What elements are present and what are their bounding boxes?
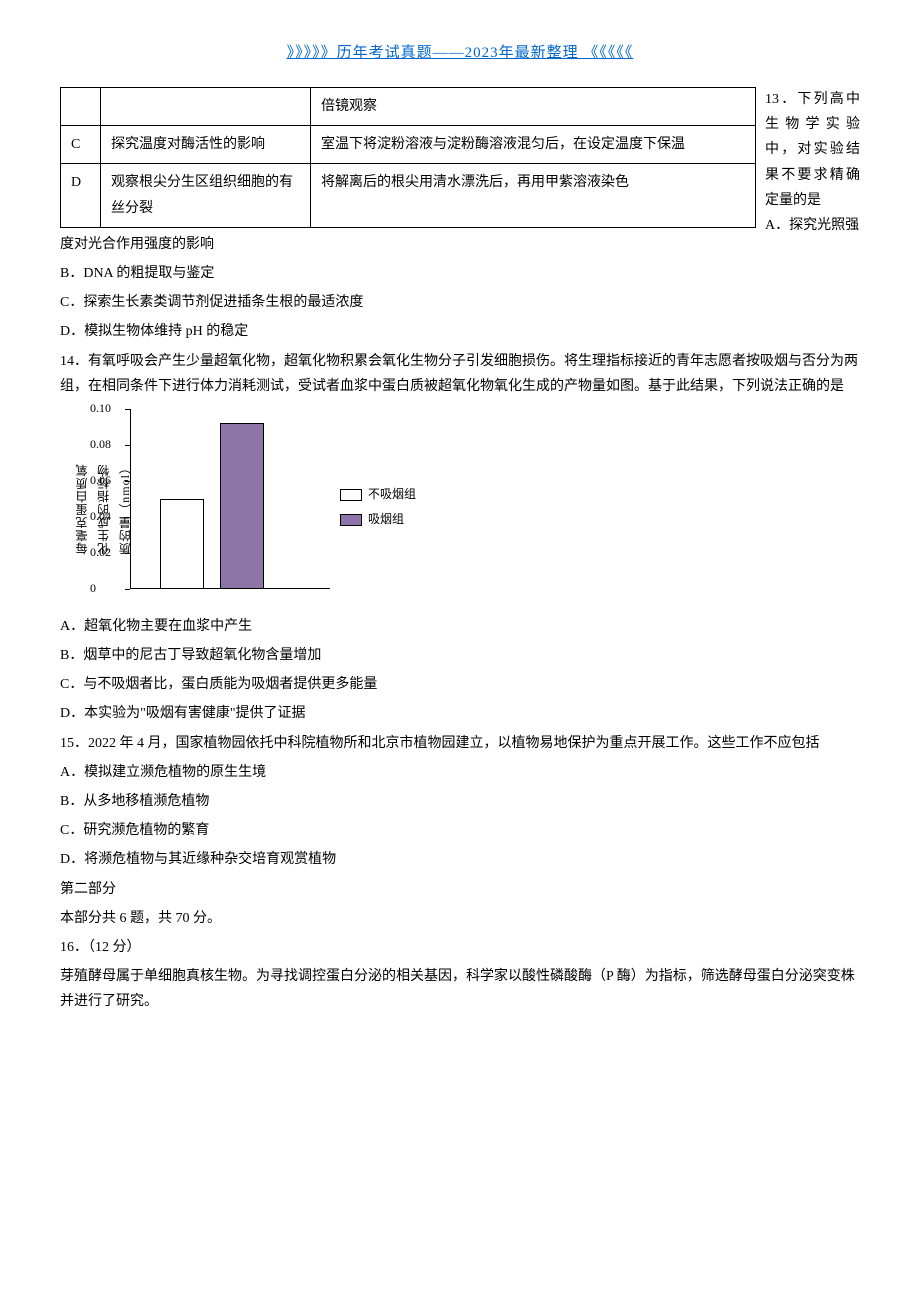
part2-intro: 本部分共 6 题，共 70 分。 <box>60 906 860 931</box>
part2-title: 第二部分 <box>60 877 860 902</box>
q14-stem: 14．有氧呼吸会产生少量超氧化物，超氧化物积累会氧化生物分子引发细胞损伤。将生理… <box>60 349 860 399</box>
tick-mark <box>125 409 130 410</box>
body-content: 度对光合作用强度的影响 B．DNA 的粗提取与鉴定 C．探索生长素类调节剂促进插… <box>60 232 860 1015</box>
q15-optD: D．将濒危植物与其近缘种杂交培育观赏植物 <box>60 847 860 872</box>
chart-bar <box>220 423 264 589</box>
tick-mark <box>125 517 130 518</box>
tick-mark <box>125 553 130 554</box>
bar-chart: 每毫克蛋白质氧化生成的指标物质的量（nmol） 0.100.080.060.04… <box>80 409 420 604</box>
cell-label: D <box>61 164 101 227</box>
y-tick-label: 0.04 <box>90 506 111 528</box>
y-tick-label: 0.02 <box>90 542 111 564</box>
cell-label: C <box>61 126 101 164</box>
y-axis <box>130 409 131 589</box>
exam-table: 倍镜观察 C 探究温度对酶活性的影响 室温下将淀粉溶液与淀粉酶溶液混匀后，在设定… <box>60 87 756 228</box>
tick-mark <box>125 445 130 446</box>
table-row: D 观察根尖分生区组织细胞的有丝分裂 将解离后的根尖用清水漂洗后，再用甲紫溶液染… <box>61 164 756 227</box>
chart-area: 0.100.080.060.040.020 <box>130 409 330 589</box>
q14-optD: D．本实验为"吸烟有害健康"提供了证据 <box>60 701 860 726</box>
chart-bar <box>160 499 204 589</box>
chart-legend: 不吸烟组吸烟组 <box>340 484 416 535</box>
q16-number: 16．（12 分） <box>60 935 860 960</box>
page-header: 》》》》》历年考试真题——2023年最新整理 《《《《《 <box>60 40 860 67</box>
q13-optB: B．DNA 的粗提取与鉴定 <box>60 261 860 286</box>
y-tick-label: 0.10 <box>90 398 111 420</box>
q13-side-text: 13．下列高中生物学实验中，对实验结果不要求精确定量的是 A．探究光照强 <box>765 87 860 238</box>
cell-col2: 观察根尖分生区组织细胞的有丝分裂 <box>101 164 311 227</box>
q14-optA: A．超氧化物主要在血浆中产生 <box>60 614 860 639</box>
q15-stem: 15．2022 年 4 月，国家植物园依托中科院植物所和北京市植物园建立，以植物… <box>60 731 860 756</box>
y-tick-label: 0.06 <box>90 470 111 492</box>
q14-optB: B．烟草中的尼古丁导致超氧化物含量增加 <box>60 643 860 668</box>
tick-mark <box>125 481 130 482</box>
q15-optB: B．从多地移植濒危植物 <box>60 789 860 814</box>
legend-swatch <box>340 514 362 526</box>
q13-line1: 度对光合作用强度的影响 <box>60 232 860 257</box>
legend-swatch <box>340 489 362 501</box>
cell-col3: 室温下将淀粉溶液与淀粉酶溶液混匀后，在设定温度下保温 <box>311 126 756 164</box>
legend-item: 吸烟组 <box>340 509 416 531</box>
banner-text: 》》》》》历年考试真题——2023年最新整理 《《《《《 <box>287 45 634 61</box>
legend-item: 不吸烟组 <box>340 484 416 506</box>
table-row: 倍镜观察 <box>61 88 756 126</box>
cell-col3: 倍镜观察 <box>311 88 756 126</box>
y-tick-label: 0 <box>90 578 96 600</box>
q15-optA: A．模拟建立濒危植物的原生生境 <box>60 760 860 785</box>
table-row: C 探究温度对酶活性的影响 室温下将淀粉溶液与淀粉酶溶液混匀后，在设定温度下保温 <box>61 126 756 164</box>
q14-optC: C．与不吸烟者比，蛋白质能为吸烟者提供更多能量 <box>60 672 860 697</box>
cell-col2: 探究温度对酶活性的影响 <box>101 126 311 164</box>
tick-mark <box>125 589 130 590</box>
y-tick-label: 0.08 <box>90 434 111 456</box>
cell-col2 <box>101 88 311 126</box>
q15-optC: C．研究濒危植物的繁育 <box>60 818 860 843</box>
cell-col3: 将解离后的根尖用清水漂洗后，再用甲紫溶液染色 <box>311 164 756 227</box>
cell-label <box>61 88 101 126</box>
legend-label: 吸烟组 <box>368 509 404 531</box>
legend-label: 不吸烟组 <box>368 484 416 506</box>
q13-optC: C．探索生长素类调节剂促进插条生根的最适浓度 <box>60 290 860 315</box>
q13-optD: D．模拟生物体维持 pH 的稳定 <box>60 319 860 344</box>
q16-stem: 芽殖酵母属于单细胞真核生物。为寻找调控蛋白分泌的相关基因，科学家以酸性磷酸酶（P… <box>60 964 860 1014</box>
